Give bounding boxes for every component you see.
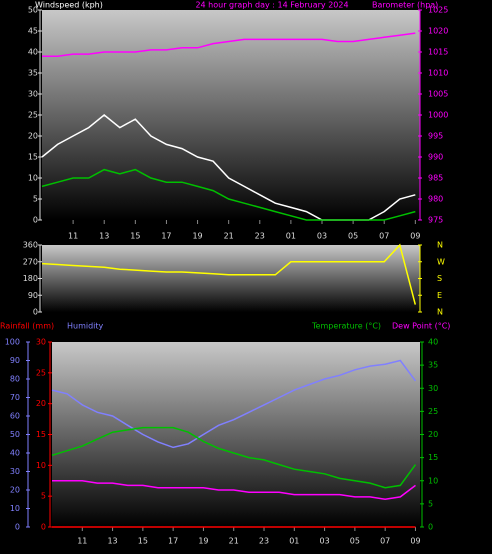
- tick-label: 30: [428, 384, 438, 393]
- x-tick-label: 05: [348, 232, 358, 241]
- tick-label: 20: [36, 399, 46, 408]
- tick-label: W: [437, 257, 445, 266]
- tick-label: 40: [10, 449, 20, 458]
- tick-label: 40: [28, 48, 38, 57]
- legend-entry: Dew Point (°C): [392, 322, 450, 331]
- tick-label: 0: [33, 308, 38, 317]
- tick-label: 45: [28, 27, 38, 36]
- x-tick-label: 01: [289, 537, 299, 546]
- tick-label: 25: [28, 111, 38, 120]
- x-tick-label: 03: [319, 537, 329, 546]
- x-tick-label: 19: [192, 232, 202, 241]
- tick-label: 15: [36, 430, 46, 439]
- tick-label: 20: [28, 132, 38, 141]
- tick-label: 70: [10, 393, 20, 402]
- x-tick-label: 09: [410, 537, 420, 546]
- tick-label: N: [437, 308, 443, 317]
- x-tick-label: 05: [350, 537, 360, 546]
- y-label: Windspeed (kph): [35, 1, 103, 10]
- x-tick-label: 15: [130, 232, 140, 241]
- series-line: [51, 359, 417, 449]
- x-tick-label: 03: [317, 232, 327, 241]
- x-tick-label: 07: [379, 232, 389, 241]
- x-tick-label: 09: [410, 232, 420, 241]
- x-tick-label: 07: [380, 537, 390, 546]
- tick-label: 1020: [428, 27, 448, 36]
- tick-label: 35: [28, 69, 38, 78]
- x-tick-label: 13: [107, 537, 117, 546]
- tick-label: 0: [41, 523, 46, 532]
- tick-label: 0: [428, 523, 433, 532]
- series-line: [52, 480, 416, 501]
- series-line: [41, 243, 417, 305]
- series-line: [51, 426, 417, 489]
- tick-label: 10: [36, 461, 46, 470]
- tick-label: 1000: [428, 111, 448, 120]
- x-tick-label: 23: [259, 537, 269, 546]
- tick-label: 25: [36, 368, 46, 377]
- x-tick-label: 19: [198, 537, 208, 546]
- tick-label: 60: [10, 412, 20, 421]
- series-line: [42, 32, 416, 57]
- tick-label: 5: [41, 492, 46, 501]
- tick-label: 360: [23, 241, 38, 250]
- x-tick-label: 11: [68, 232, 78, 241]
- tick-label: 1010: [428, 69, 448, 78]
- tick-label: 985: [428, 174, 443, 183]
- series-line: [41, 168, 416, 221]
- tick-label: 1015: [428, 48, 448, 57]
- legend-entry: Rainfall (mm): [0, 322, 54, 331]
- tick-label: 30: [10, 467, 20, 476]
- tick-label: S: [437, 274, 442, 283]
- tick-label: 270: [23, 257, 38, 266]
- tick-label: 15: [28, 153, 38, 162]
- tick-label: 980: [428, 195, 443, 204]
- tick-label: 0: [33, 216, 38, 225]
- tick-label: 25: [428, 407, 438, 416]
- tick-label: 975: [428, 216, 443, 225]
- tick-label: 990: [428, 153, 443, 162]
- tick-label: 50: [28, 6, 38, 15]
- chart-title: 24 hour graph day : 14 February 2024: [195, 1, 348, 10]
- x-tick-label: 01: [286, 232, 296, 241]
- tick-label: 5: [33, 195, 38, 204]
- tick-label: 5: [428, 499, 433, 508]
- tick-label: 180: [23, 274, 38, 283]
- x-tick-label: 11: [77, 537, 87, 546]
- tick-label: N: [437, 241, 443, 250]
- tick-label: 10: [10, 504, 20, 513]
- tick-label: 1005: [428, 90, 448, 99]
- x-tick-label: 15: [138, 537, 148, 546]
- tick-label: 40: [428, 338, 438, 347]
- tick-label: 90: [10, 356, 20, 365]
- tick-label: 0: [15, 523, 20, 532]
- tick-label: 100: [5, 338, 20, 347]
- tick-label: 50: [10, 430, 20, 439]
- tick-label: 30: [36, 338, 46, 347]
- tick-label: E: [437, 291, 442, 300]
- tick-label: 15: [428, 453, 438, 462]
- legend-entry: Humidity: [67, 322, 104, 331]
- tick-label: 20: [10, 486, 20, 495]
- tick-label: 35: [428, 361, 438, 370]
- tick-label: 80: [10, 375, 20, 384]
- x-tick-label: 17: [161, 232, 171, 241]
- x-tick-label: 17: [168, 537, 178, 546]
- panel: [42, 245, 420, 312]
- tick-label: 90: [28, 291, 38, 300]
- tick-label: 10: [28, 174, 38, 183]
- y2-label: Barometer (hpa): [372, 1, 438, 10]
- legend-entry: Temperature (°C): [311, 322, 381, 331]
- x-tick-label: 23: [255, 232, 265, 241]
- tick-label: 20: [428, 430, 438, 439]
- x-tick-label: 21: [224, 232, 234, 241]
- x-tick-label: 13: [99, 232, 109, 241]
- tick-label: 30: [28, 90, 38, 99]
- tick-label: 10: [428, 476, 438, 485]
- x-tick-label: 21: [229, 537, 239, 546]
- tick-label: 1025: [428, 6, 448, 15]
- tick-label: 995: [428, 132, 443, 141]
